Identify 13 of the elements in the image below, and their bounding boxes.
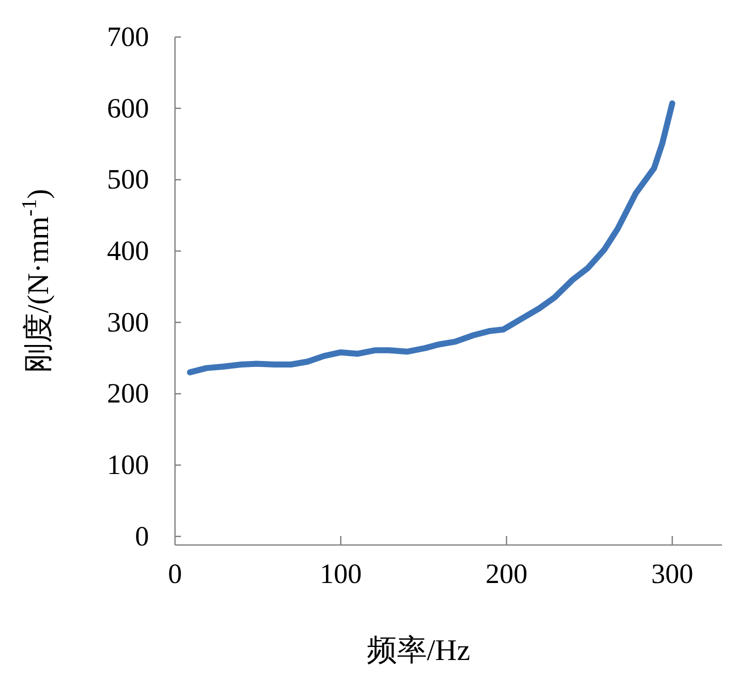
y-tick-label: 300	[107, 307, 149, 338]
y-tick-label: 0	[135, 521, 149, 552]
y-tick-label: 100	[107, 450, 149, 482]
x-tick-label: 200	[486, 559, 528, 590]
y-tick-label: 700	[107, 22, 149, 53]
x-tick-label: 300	[651, 559, 694, 590]
y-tick-label: 200	[107, 378, 149, 410]
y-tick-label: 600	[107, 93, 149, 124]
x-axis-title: 频率/Hz	[366, 634, 470, 667]
y-tick-label: 500	[107, 164, 149, 196]
x-tick-label: 0	[168, 559, 182, 590]
y-tick-label: 400	[107, 236, 149, 268]
x-tick-label: 100	[320, 559, 362, 590]
